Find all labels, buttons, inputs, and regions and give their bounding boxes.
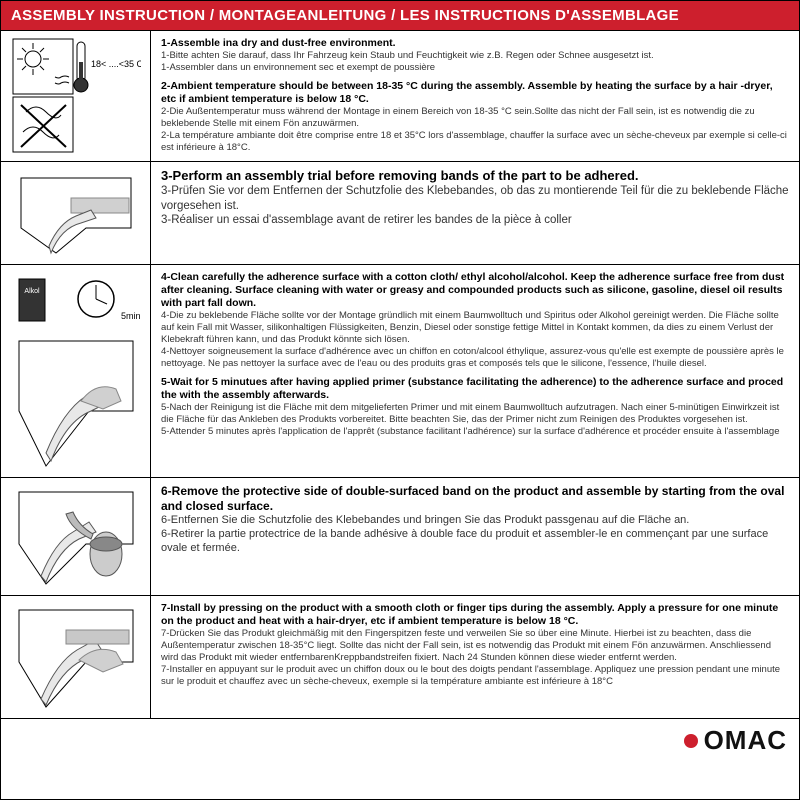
step-sub-fr: 6-Retirer la partie protectrice de la ba… <box>161 528 789 556</box>
step-7: 7-Install by pressing on the product wit… <box>161 602 789 688</box>
step-sub-de: 6-Entfernen Sie die Schutzfolie des Kleb… <box>161 514 789 528</box>
step-title: 3-Perform an assembly trial before remov… <box>161 168 789 184</box>
step-title: 7-Install by pressing on the product wit… <box>161 602 789 628</box>
step-row-1: 18< ....<35 C 1-Assemble ina dry and dus… <box>1 30 799 161</box>
step-row-5: 7-Install by pressing on the product wit… <box>1 595 799 718</box>
step-title: 2-Ambient temperature should be between … <box>161 80 789 106</box>
text-cell-4: 6-Remove the protective side of double-s… <box>151 478 799 595</box>
step-sub-fr: 7-Installer en appuyant sur le produit a… <box>161 664 789 688</box>
step-6: 6-Remove the protective side of double-s… <box>161 484 789 555</box>
step-2: 2-Ambient temperature should be between … <box>161 80 789 154</box>
instruction-sheet: ASSEMBLY INSTRUCTION / MONTAGEANLEITUNG … <box>0 0 800 800</box>
text-cell-2: 3-Perform an assembly trial before remov… <box>151 162 799 264</box>
step-3: 3-Perform an assembly trial before remov… <box>161 168 789 227</box>
header-text: ASSEMBLY INSTRUCTION / MONTAGEANLEITUNG … <box>11 7 679 24</box>
icon-cell-1: 18< ....<35 C <box>1 31 151 161</box>
step-row-4: 6-Remove the protective side of double-s… <box>1 477 799 595</box>
step-title: 5-Wait for 5 minutues after having appli… <box>161 376 789 402</box>
step-sub-fr: 4-Nettoyer soigneusement la surface d'ad… <box>161 346 789 370</box>
icon-cell-4 <box>1 478 151 595</box>
step-sub-de: 2-Die Außentemperatur muss während der M… <box>161 106 789 130</box>
step-1: 1-Assemble ina dry and dust-free environ… <box>161 37 789 74</box>
logo-text: OMAC <box>704 725 787 756</box>
step-sub-de: 5-Nach der Reinigung ist die Fläche mit … <box>161 402 789 426</box>
step-sub-de: 1-Bitte achten Sie darauf, dass Ihr Fahr… <box>161 50 789 62</box>
step-5: 5-Wait for 5 minutues after having appli… <box>161 376 789 438</box>
svg-text:5min: 5min <box>121 311 141 321</box>
svg-text:18< ....<35 C: 18< ....<35 C <box>91 59 141 69</box>
clean-wait-icon: Alkol 5min <box>11 271 141 471</box>
step-sub-fr: 5-Attender 5 minutes après l'application… <box>161 426 789 438</box>
thermometer-sun-icon: 18< ....<35 C <box>11 37 141 155</box>
step-sub-fr: 2-La température ambiante doit être comp… <box>161 130 789 154</box>
step-sub-fr: 1-Assembler dans un environnement sec et… <box>161 62 789 74</box>
logo-dot-icon <box>684 734 698 748</box>
step-sub-de: 7-Drücken Sie das Produkt gleichmäßig mi… <box>161 628 789 664</box>
step-title: 6-Remove the protective side of double-s… <box>161 484 789 514</box>
icon-cell-3: Alkol 5min <box>1 265 151 477</box>
step-title: 1-Assemble ina dry and dust-free environ… <box>161 37 789 50</box>
icon-cell-5 <box>1 596 151 718</box>
text-cell-5: 7-Install by pressing on the product wit… <box>151 596 799 718</box>
footer: OMAC <box>1 718 799 762</box>
press-cloth-icon <box>11 602 141 712</box>
step-title: 4-Clean carefully the adherence surface … <box>161 271 789 310</box>
step-sub-de: 4-Die zu beklebende Fläche sollte vor de… <box>161 310 789 346</box>
step-sub-de: 3-Prüfen Sie vor dem Entfernen der Schut… <box>161 184 789 213</box>
trial-fit-icon <box>11 168 141 258</box>
step-row-2: 3-Perform an assembly trial before remov… <box>1 161 799 264</box>
remove-tape-icon <box>11 484 141 589</box>
text-cell-1: 1-Assemble ina dry and dust-free environ… <box>151 31 799 161</box>
svg-text:Alkol: Alkol <box>24 288 40 295</box>
text-cell-3: 4-Clean carefully the adherence surface … <box>151 265 799 477</box>
step-sub-fr: 3-Réaliser un essai d'assemblage avant d… <box>161 213 789 227</box>
page-title: ASSEMBLY INSTRUCTION / MONTAGEANLEITUNG … <box>1 1 799 30</box>
step-4: 4-Clean carefully the adherence surface … <box>161 271 789 370</box>
icon-cell-2 <box>1 162 151 264</box>
step-row-3: Alkol 5min 4-Clean carefully the adheren… <box>1 264 799 477</box>
